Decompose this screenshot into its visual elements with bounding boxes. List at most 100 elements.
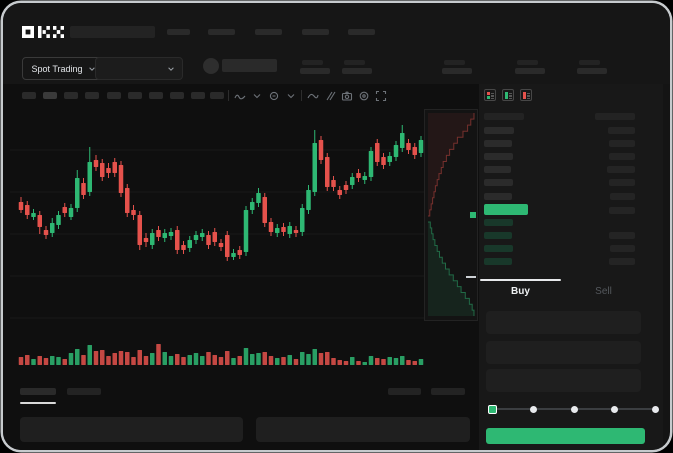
volume-bar: [318, 353, 324, 365]
orderbook-row-bid-price[interactable]: [484, 244, 513, 252]
interval-button[interactable]: [191, 92, 205, 99]
nav-link[interactable]: [302, 29, 329, 35]
footer-link[interactable]: [388, 388, 421, 395]
orders-tab[interactable]: [67, 388, 101, 395]
volume-bar: [37, 356, 42, 365]
compare-icon[interactable]: [323, 89, 336, 102]
interval-button[interactable]: [170, 92, 184, 99]
interval-button[interactable]: [128, 92, 142, 99]
volume-bar: [181, 357, 186, 365]
candle-body: [400, 133, 405, 148]
fullscreen-icon[interactable]: [374, 89, 387, 102]
order-input[interactable]: [486, 369, 641, 392]
candle-body: [18, 202, 24, 210]
volume-bar: [87, 345, 92, 365]
candle-body: [393, 145, 399, 157]
candle-body: [237, 250, 242, 255]
spot-trading-label: Spot Trading: [31, 63, 83, 74]
orderbook-row-ask-price[interactable]: [484, 166, 511, 174]
orderbook-row-bid-price[interactable]: [484, 258, 512, 265]
interval-button[interactable]: [210, 92, 224, 99]
volume-bar: [18, 357, 24, 365]
depth-chart[interactable]: [425, 110, 477, 320]
orderbook-view-all-icon[interactable]: [484, 89, 496, 101]
footer-link[interactable]: [431, 388, 465, 395]
orderbook-row-ask-price[interactable]: [484, 192, 512, 200]
candle-style-icon[interactable]: [233, 89, 246, 102]
chevron-down-icon[interactable]: [284, 89, 297, 102]
volume-bar: [375, 358, 380, 365]
interval-button[interactable]: [149, 92, 163, 99]
okx-logo[interactable]: OKX: [22, 25, 64, 39]
slider-stop-dot[interactable]: [529, 405, 537, 413]
last-price-bar[interactable]: [484, 203, 528, 215]
volume-bar: [281, 357, 286, 365]
order-input[interactable]: [486, 311, 641, 334]
orders-panel-field[interactable]: [256, 417, 470, 442]
orderbook-row-amount: [609, 179, 635, 187]
candle-body: [175, 230, 180, 250]
volume-bar: [106, 356, 111, 365]
volume-bar: [225, 351, 230, 365]
spot-trading-dropdown[interactable]: Spot Trading: [22, 57, 105, 80]
indicators-icon[interactable]: [267, 89, 280, 102]
volume-bar: [206, 352, 211, 365]
interval-button-active[interactable]: [43, 92, 57, 99]
volume-bar: [256, 353, 261, 365]
candle-body: [162, 233, 167, 238]
interval-button[interactable]: [85, 92, 99, 99]
order-panel-background: [479, 84, 663, 450]
nav-link[interactable]: [208, 29, 235, 35]
candlestick-chart[interactable]: [10, 108, 425, 370]
candle-body: [275, 228, 280, 233]
tab-sell[interactable]: Sell: [595, 286, 612, 297]
nav-link[interactable]: [255, 29, 282, 35]
slider-handle[interactable]: [488, 404, 497, 414]
volume-bar: [312, 349, 317, 365]
volume-bar: [50, 356, 55, 365]
orders-tab-active[interactable]: [20, 388, 56, 395]
candle-body: [93, 160, 99, 167]
interval-button[interactable]: [64, 92, 78, 99]
candle-body: [68, 208, 74, 217]
camera-icon[interactable]: [340, 89, 353, 102]
pair-select[interactable]: [95, 57, 183, 80]
orderbook-row-bid-price[interactable]: [484, 231, 512, 239]
volume-bar: [193, 353, 199, 365]
candle-body: [100, 163, 105, 177]
candle-body: [231, 253, 236, 257]
chevron-down-icon[interactable]: [250, 89, 263, 102]
slider-stop-dot[interactable]: [611, 405, 619, 413]
orderbook-view-bids-icon[interactable]: [502, 89, 514, 101]
stat-value-skeleton: [577, 68, 607, 74]
interval-button[interactable]: [107, 92, 121, 99]
settings-icon[interactable]: [357, 89, 370, 102]
candle-body: [325, 157, 330, 187]
buy-submit-button[interactable]: [486, 428, 645, 444]
interval-button[interactable]: [22, 92, 36, 99]
orderbook-row-bid-price[interactable]: [484, 218, 513, 226]
volume-bar: [81, 355, 86, 365]
volume-bar: [293, 359, 299, 365]
stat-value-skeleton: [342, 68, 372, 74]
volume-bar: [218, 357, 224, 365]
orders-panel-field[interactable]: [20, 417, 243, 442]
volume-bar: [356, 361, 361, 365]
slider-stop-dot[interactable]: [652, 405, 659, 413]
candle-body: [368, 151, 374, 177]
volume-bar: [168, 356, 174, 365]
nav-link[interactable]: [167, 29, 190, 35]
orderbook-row-ask-price[interactable]: [484, 179, 513, 187]
nav-link[interactable]: [348, 29, 375, 35]
volume-bar: [137, 350, 142, 365]
order-input[interactable]: [486, 341, 641, 364]
orderbook-row-ask-price[interactable]: [484, 140, 512, 148]
tab-buy[interactable]: Buy: [511, 286, 530, 297]
line-chart-icon[interactable]: [306, 89, 319, 102]
orderbook-row-ask-price[interactable]: [484, 153, 513, 161]
orderbook-view-asks-icon[interactable]: [520, 89, 532, 101]
slider-stop-dot[interactable]: [570, 405, 578, 413]
orderbook-row-ask-price[interactable]: [484, 127, 514, 134]
candle-body: [412, 147, 417, 155]
volume-bar: [56, 357, 61, 365]
